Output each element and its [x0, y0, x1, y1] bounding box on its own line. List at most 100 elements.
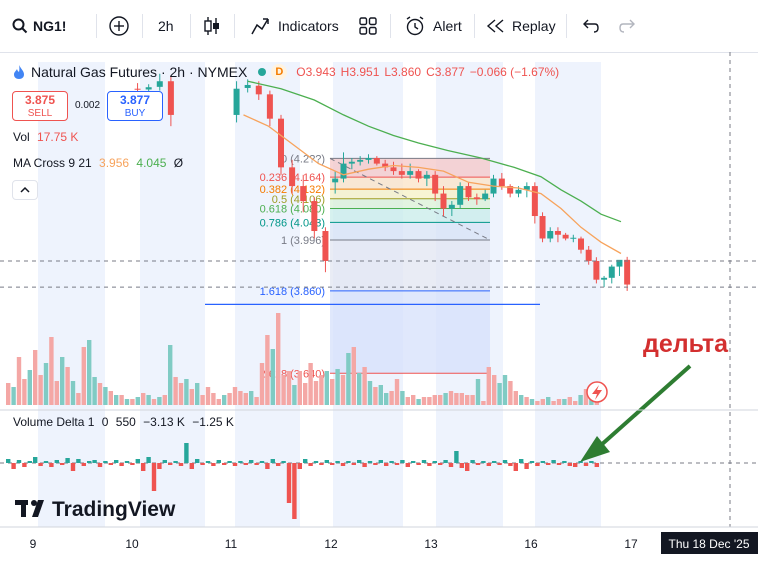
collapse-legend-button[interactable]	[12, 180, 38, 200]
delta-bar	[470, 460, 475, 463]
candle-body	[440, 193, 447, 209]
volume-bar	[195, 383, 200, 405]
delta-bar	[76, 459, 81, 463]
candle-body	[601, 277, 608, 280]
volume-legend[interactable]: Vol 17.75 K	[13, 130, 78, 144]
volume-bar	[81, 347, 86, 405]
volume-bar	[546, 397, 551, 405]
time-axis-label: 13	[424, 537, 438, 551]
alert-button[interactable]: Alert	[404, 14, 462, 38]
delta-bar	[227, 461, 232, 463]
candle-body	[593, 260, 600, 280]
delta-bar	[481, 461, 486, 463]
delta-bar	[97, 463, 103, 467]
lightning-badge[interactable]	[586, 381, 608, 403]
candle-body	[562, 234, 569, 239]
candle-body	[289, 167, 296, 187]
time-axis[interactable]: 9 10 11 12 13 16 17 Thu 18 Dec '25	[30, 532, 758, 554]
volume-bar	[486, 367, 491, 405]
buy-label: BUY	[124, 108, 146, 119]
fib-level-label: 1.618 (3.860)	[260, 286, 325, 298]
symbol-legend[interactable]: Natural Gas Futures · 2h · NYMEX D O3.94…	[12, 64, 559, 80]
candle-body	[390, 167, 397, 172]
volume-bar	[508, 381, 513, 405]
candle-body	[278, 118, 284, 168]
delta-bar	[362, 463, 367, 467]
delta-bar	[70, 463, 76, 471]
compare-button[interactable]	[108, 14, 130, 38]
delta-bar	[108, 463, 113, 465]
candle-body	[432, 174, 439, 194]
candle-body	[515, 189, 522, 194]
indicators-icon	[251, 18, 269, 35]
delta-bar	[346, 461, 351, 463]
horizontal-lines	[0, 52, 758, 527]
delta-bar	[222, 463, 227, 465]
delta-bar	[43, 461, 49, 463]
undo-button[interactable]	[580, 14, 600, 38]
delta-bar	[400, 460, 405, 463]
volume-bar	[481, 401, 486, 405]
fib-zone	[330, 198, 490, 209]
volume-bar	[222, 395, 227, 405]
volume-bar	[394, 379, 400, 405]
delta-bar	[357, 460, 362, 463]
candle-body	[423, 174, 430, 179]
redo-button[interactable]	[618, 14, 638, 38]
tradingview-logo[interactable]: TradingView	[15, 498, 176, 521]
sell-button[interactable]: 3.875 SELL	[12, 91, 68, 121]
toolbar-divider	[142, 14, 143, 38]
volume-bar	[465, 395, 470, 405]
delta-bar	[486, 463, 491, 466]
tv-logo-dot	[31, 500, 37, 506]
time-axis-label: 11	[225, 537, 238, 551]
volume-bar	[146, 395, 151, 405]
delta-bar	[157, 463, 162, 469]
delta-bar	[178, 463, 184, 466]
delta-bar	[292, 463, 297, 519]
candle-body	[340, 163, 347, 179]
delta-bar	[540, 461, 545, 463]
delta-bar	[254, 463, 259, 465]
delta-bar	[411, 461, 416, 463]
delta-bar	[270, 459, 275, 463]
symbol-name: NG1!	[33, 18, 67, 34]
candle-body	[415, 171, 422, 179]
volume-bar	[168, 345, 173, 405]
ma-cross-legend[interactable]: MA Cross 9 21 3.956 4.045 Ø	[13, 156, 183, 170]
buy-button[interactable]: 3.877 BUY	[107, 91, 163, 121]
volume-bar	[303, 383, 308, 405]
time-axis-label: 10	[125, 537, 139, 551]
delta-bar	[351, 463, 356, 465]
volume-bar	[238, 391, 243, 405]
delta-bar	[249, 460, 254, 463]
volume-delta-legend[interactable]: Volume Delta 1 0 550 −3.13 K −1.25 K	[13, 415, 234, 429]
layouts-button[interactable]	[358, 14, 378, 38]
delta-bar	[427, 463, 432, 466]
volume-bar	[346, 353, 351, 405]
symbol-title: Natural Gas Futures · 2h · NYMEX	[31, 64, 248, 80]
ohlc-high: H3.951	[340, 65, 380, 79]
chart-type-button[interactable]	[202, 14, 222, 38]
price-chart[interactable]: 0 (4.2??)0.236 (4.164)0.382 (4.132)0.5 (…	[0, 52, 758, 567]
fib-zone	[330, 222, 490, 240]
delta-bar	[205, 461, 211, 463]
plus-circle-icon	[109, 16, 129, 36]
fib-zone	[330, 189, 490, 199]
volume-bar	[87, 340, 92, 405]
delta-bar	[11, 463, 16, 469]
delta-bar	[556, 463, 562, 465]
candle-body	[482, 193, 489, 200]
indicators-button[interactable]: Indicators	[250, 14, 339, 38]
fib-zone	[330, 177, 490, 190]
interval-button[interactable]: 2h	[158, 18, 174, 34]
volume-bar	[335, 369, 340, 405]
delta-bar	[87, 461, 92, 463]
volume-bars	[6, 313, 599, 405]
symbol-search[interactable]: NG1!	[12, 14, 66, 38]
price-change: −0.066 (−1.67%)	[469, 65, 560, 79]
volume-bar	[135, 397, 140, 405]
replay-button[interactable]: Replay	[486, 14, 556, 38]
delta-bar	[335, 461, 340, 463]
volume-bar	[567, 397, 572, 405]
